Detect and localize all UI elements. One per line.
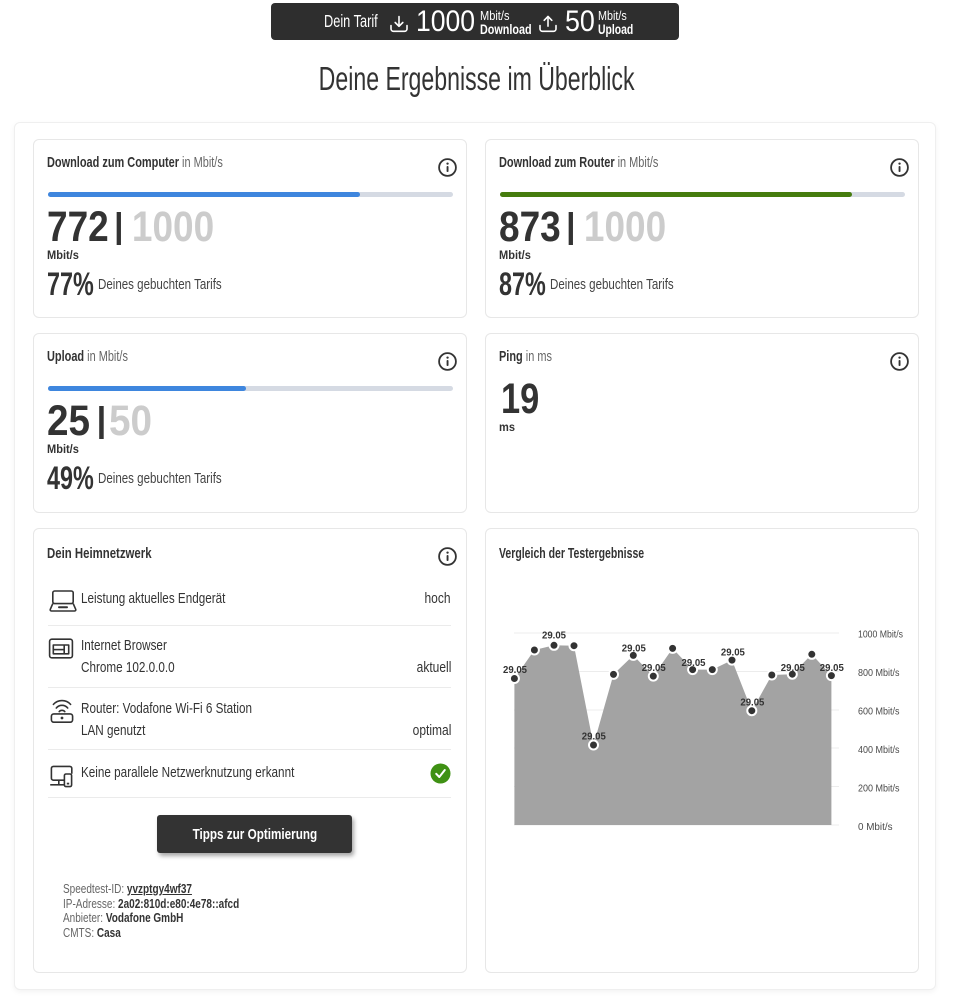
svg-text:29.05: 29.05 bbox=[542, 629, 566, 641]
svg-text:29.05: 29.05 bbox=[582, 731, 606, 743]
svg-text:29.05: 29.05 bbox=[503, 664, 527, 676]
svg-text:29.05: 29.05 bbox=[820, 662, 844, 674]
svg-text:400 Mbit/s: 400 Mbit/s bbox=[858, 744, 900, 756]
svg-text:600 Mbit/s: 600 Mbit/s bbox=[858, 705, 900, 717]
svg-text:29.05: 29.05 bbox=[781, 662, 805, 674]
svg-text:800 Mbit/s: 800 Mbit/s bbox=[858, 667, 900, 679]
svg-text:29.05: 29.05 bbox=[682, 657, 706, 669]
svg-text:29.05: 29.05 bbox=[622, 643, 646, 655]
svg-text:200 Mbit/s: 200 Mbit/s bbox=[858, 782, 900, 794]
svg-text:29.05: 29.05 bbox=[642, 662, 666, 674]
svg-text:0 Mbit/s: 0 Mbit/s bbox=[858, 821, 893, 833]
svg-text:29.05: 29.05 bbox=[740, 697, 764, 709]
svg-text:29.05: 29.05 bbox=[721, 647, 745, 659]
svg-text:1000 Mbit/s: 1000 Mbit/s bbox=[858, 628, 903, 640]
